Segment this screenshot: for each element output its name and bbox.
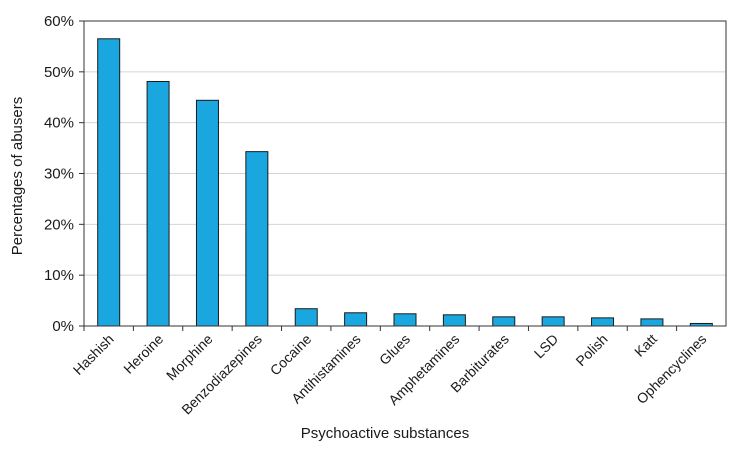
- bar-hashish: [97, 38, 121, 327]
- y-tick-label: 0%: [52, 318, 74, 335]
- bar-katt: [640, 318, 664, 327]
- plot-frame: [83, 20, 727, 327]
- bar-amphetamines: [442, 314, 466, 327]
- category-label: Polish: [572, 331, 610, 369]
- category-label: Katt: [631, 331, 660, 360]
- bar-lsd: [541, 316, 565, 327]
- y-tick-label: 20%: [44, 216, 74, 233]
- bar-antihistamines: [344, 312, 368, 327]
- y-tick-label: 40%: [44, 115, 74, 132]
- bar-morphine: [195, 99, 219, 327]
- category-label: Hashish: [70, 331, 117, 378]
- bar-barbiturates: [492, 316, 516, 327]
- y-axis-title: Percentages of abusers: [9, 97, 26, 255]
- y-tick-label: 60%: [44, 13, 74, 30]
- bar-cocaine: [294, 308, 318, 327]
- bars: [97, 38, 713, 327]
- category-label: Heroine: [120, 331, 166, 377]
- bar-benzodiazepines: [245, 151, 269, 327]
- category-label: LSD: [531, 331, 562, 362]
- y-tick-label: 50%: [44, 64, 74, 81]
- category-label: Cocaine: [267, 331, 315, 379]
- bar-heroine: [146, 80, 170, 327]
- y-tick-label: 30%: [44, 166, 74, 183]
- bar-glues: [393, 313, 417, 327]
- bar-polish: [591, 317, 615, 327]
- category-label: Glues: [376, 331, 413, 368]
- gridlines: [84, 71, 726, 276]
- y-axis-ticks: 0% 10% 20% 30% 40% 50% 60%: [44, 13, 84, 335]
- y-tick-label: 10%: [44, 267, 74, 284]
- x-axis-title: Psychoactive substances: [301, 425, 469, 442]
